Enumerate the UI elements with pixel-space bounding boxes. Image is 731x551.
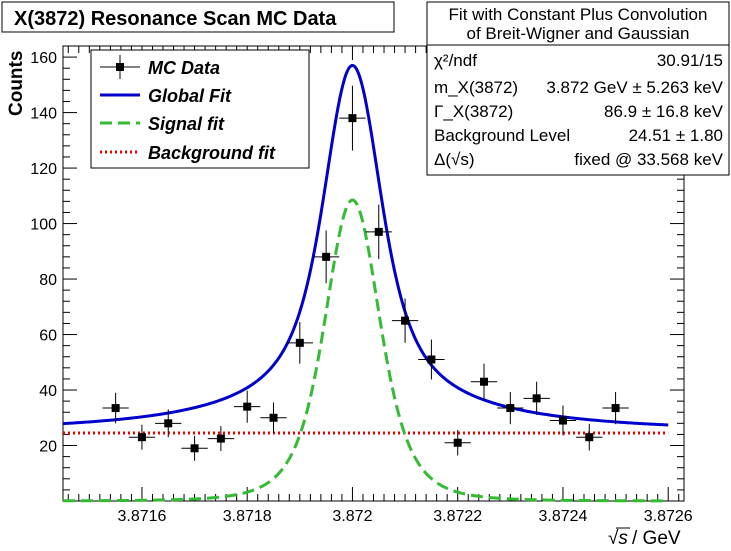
x-axis-label-symbol: √s (608, 528, 628, 549)
data-point (339, 85, 366, 151)
legend-entry-global-fit: Global Fit (100, 86, 232, 106)
stats-value-background: 24.51 ± 1.80 (628, 126, 723, 145)
stats-label-resolution: Δ(√s) (434, 150, 475, 169)
data-point (234, 390, 261, 423)
legend-label-signal-fit: Signal fit (148, 114, 225, 134)
data-point (391, 298, 419, 343)
x-tick-label: 3.8718 (223, 508, 272, 525)
data-point (470, 363, 498, 400)
y-tick-label: 120 (30, 161, 57, 178)
y-tick-label: 20 (39, 439, 57, 456)
y-axis-label: Counts (6, 51, 27, 116)
stats-value-width: 86.9 ± 16.8 keV (604, 102, 723, 121)
data-point (128, 424, 156, 450)
signal-fit-line (62, 198, 669, 503)
data-point-marker (532, 394, 541, 403)
x-tick-label: 3.8724 (538, 508, 587, 525)
data-point-marker (585, 433, 594, 442)
data-point-marker (506, 404, 515, 413)
legend-entry-signal-fit: Signal fit (100, 114, 225, 134)
legend-box (90, 49, 310, 169)
stats-title-line1: Fit with Constant Plus Convolution (449, 5, 708, 24)
y-tick-label: 40 (39, 383, 57, 400)
x-tick-label: 3.8716 (117, 508, 166, 525)
x-tick-label: 3.8726 (644, 508, 693, 525)
data-point-marker (164, 419, 173, 428)
y-tick-label: 60 (39, 328, 57, 345)
y-tick-label: 140 (30, 106, 57, 123)
legend-label-global-fit: Global Fit (148, 86, 232, 106)
legend-label-mc-data: MC Data (148, 58, 220, 78)
data-point-marker (558, 416, 567, 425)
data-point (102, 392, 129, 424)
data-point-marker (111, 404, 120, 413)
stats-label-background: Background Level (434, 126, 571, 145)
x-tick-label: 3.872 (332, 508, 372, 525)
data-point-marker (322, 252, 331, 261)
legend-label-background-fit: Background fit (148, 143, 276, 163)
data-point (181, 435, 208, 461)
legend-data-marker (116, 63, 124, 71)
data-point-marker (427, 355, 436, 364)
data-point (523, 381, 550, 415)
data-point (444, 429, 471, 456)
x-axis-label-unit: / GeV (632, 528, 681, 549)
data-point (260, 402, 287, 434)
x-tick-label: 3.8722 (433, 508, 482, 525)
data-point (576, 423, 603, 451)
stats-title-line2: of Breit-Wigner and Gaussian (467, 24, 690, 43)
data-point (497, 391, 524, 425)
stats-value-resolution: fixed @ 33.568 keV (574, 150, 723, 169)
stats-value-chi2: 30.91/15 (656, 51, 723, 70)
legend-entry-mc-data: MC Data (100, 55, 220, 79)
data-point-marker (216, 434, 225, 443)
stats-title-box (426, 1, 730, 46)
data-point (418, 339, 445, 380)
data-point-marker (453, 438, 462, 447)
stats-body-box (426, 44, 730, 176)
data-point (155, 409, 182, 438)
data-point-marker (480, 377, 489, 386)
data-point-marker (348, 114, 357, 123)
data-point (602, 391, 629, 425)
legend-entry-background-fit: Background fit (100, 143, 276, 163)
data-point (549, 405, 577, 436)
data-point (207, 426, 235, 452)
stats-value-mass: 3.872 GeV ± 5.263 keV (546, 78, 723, 97)
data-point-marker (374, 227, 383, 236)
data-points (102, 85, 629, 461)
data-point (365, 204, 392, 260)
data-point (312, 230, 340, 284)
data-point (286, 322, 313, 364)
y-tick-label: 80 (39, 272, 57, 289)
y-tick-label: 160 (30, 50, 57, 67)
data-point-marker (190, 444, 199, 453)
fit-curves (62, 63, 669, 503)
stats-label-mass: m_X(3872) (434, 78, 519, 97)
data-point-marker (137, 433, 146, 442)
data-point-marker (269, 413, 278, 422)
global-fit-line (62, 63, 669, 427)
data-point-marker (611, 404, 620, 413)
stats-label-width: Γ_X(3872) (434, 102, 514, 121)
stats-label-chi2: χ²/ndf (434, 51, 477, 70)
chart-title: X(3872) Resonance Scan MC Data (14, 8, 337, 30)
title-box (1, 1, 395, 33)
data-point-marker (243, 402, 252, 411)
y-tick-label: 100 (30, 217, 57, 234)
data-point-marker (295, 338, 304, 347)
data-point-marker (401, 316, 410, 325)
